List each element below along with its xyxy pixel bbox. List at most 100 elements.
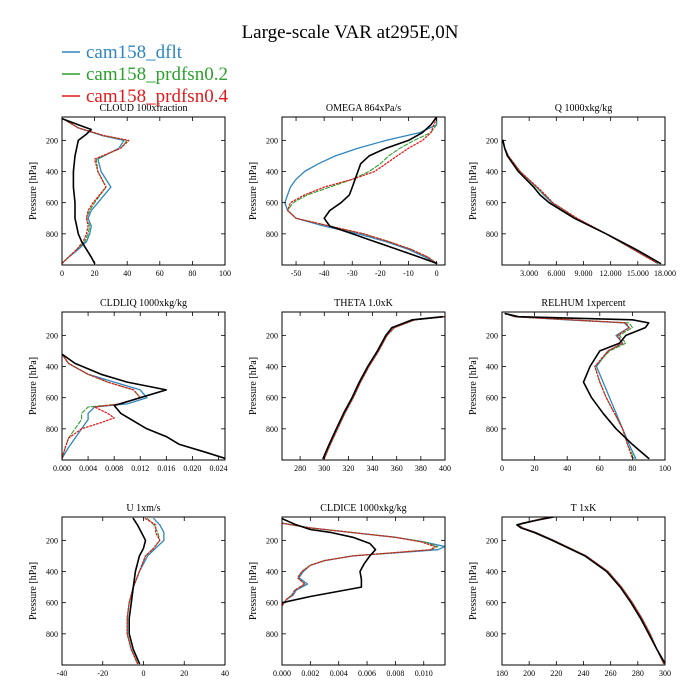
x-tick-label: -10 [403,269,414,278]
panel-2: OMEGA 864xPa/s -50 -40 -30 -20 -10 0 200 400 600 8… [248,103,446,278]
y-tick-label: 200 [266,331,278,340]
panel-title: CLOUD 100xfraction [99,103,187,114]
y-axis-label: Pressure [hPa] [468,357,479,415]
series-group [62,353,225,460]
plot-frame [501,116,666,266]
y-axis-label: Pressure [hPa] [248,562,259,620]
series-line-cam158-dflt [502,139,659,265]
series-line-cam158-dflt [504,312,637,460]
y-tick-label: 800 [486,630,498,639]
y-tick-label: 800 [266,630,278,639]
x-tick-label: 100 [659,464,671,473]
y-tick-label: 400 [46,568,58,577]
x-tick-label: -40 [319,269,330,278]
x-tick-label: 60 [156,269,164,278]
x-tick-label: 0.008 [386,669,404,678]
y-tick-label: 200 [486,331,498,340]
plot-frame [61,516,226,666]
y-tick-label: 200 [266,536,278,545]
y-tick-label: 600 [266,394,278,403]
x-tick-label: 260 [605,669,617,678]
panel-title: OMEGA 864xPa/s [326,103,401,114]
series-group [62,117,130,265]
y-tick-label: 800 [46,630,58,639]
y-axis-label: Pressure [hPa] [248,162,259,220]
x-tick-label: 3.000 [520,269,538,278]
series-line-obs [282,517,377,604]
y-tick-label: 600 [266,199,278,208]
panel-6: RELHUM 1xpercent 0 20 40 60 80 100 200 400 600 800… [468,298,671,473]
y-tick-label: 600 [486,394,498,403]
x-tick-label: 0 [435,269,439,278]
x-tick-label: -50 [291,269,302,278]
y-tick-label: 200 [486,136,498,145]
x-tick-label: 15.000 [627,269,649,278]
series-group [126,517,165,665]
series-line-cam158-prdfsn0-2 [517,517,665,664]
x-tick-label: 0.004 [330,669,348,678]
x-tick-label: -40 [57,669,68,678]
series-line-obs [516,517,665,665]
legend-label-prdfsn04: cam158_prdfsn0.4 [86,86,228,107]
plot-frame [501,311,666,461]
y-tick-label: 400 [486,168,498,177]
x-tick-label: 9.000 [575,269,593,278]
x-tick-label: 6.000 [547,269,565,278]
series-line-cam158-dflt [62,119,125,265]
x-tick-label: 100 [219,269,231,278]
series-group [322,315,445,460]
x-tick-label: 0.004 [79,464,97,473]
y-axis-label: Pressure [hPa] [468,562,479,620]
x-tick-label: 300 [659,669,671,678]
y-tick-label: 800 [46,230,58,239]
series-line-cam158-prdfsn0-4 [504,312,634,460]
y-tick-label: 600 [486,599,498,608]
y-tick-label: 800 [46,425,58,434]
series-line-obs [62,353,225,460]
x-tick-label: 400 [439,464,451,473]
y-tick-label: 400 [266,363,278,372]
panel-title: Q 1000xkg/kg [555,103,613,114]
panel-8: CLDICE 1000xkg/kg 0.000 0.002 0.004 0.006 0.0… [248,503,446,678]
x-tick-label: 20 [91,269,99,278]
panel-title: U 1xm/s [126,503,160,514]
x-tick-label: 0 [142,669,146,678]
x-tick-label: 20 [180,669,188,678]
x-tick-label: 0.008 [105,464,123,473]
panel-title: CLDLIQ 1000xkg/kg [100,298,187,309]
series-line-obs [323,117,438,265]
x-tick-label: 340 [367,464,379,473]
x-tick-label: -20 [97,669,108,678]
panel-4: CLDLIQ 1000xkg/kg 0.000 0.004 0.008 0.012 0.0… [28,298,227,473]
y-tick-label: 600 [46,199,58,208]
x-tick-label: 0 [500,464,504,473]
panel-title: CLDICE 1000xkg/kg [320,503,406,514]
series-line-cam158-prdfsn0-4 [323,316,445,460]
legend: cam158_dflt cam158_prdfsn0.2 cam158_prdf… [62,42,228,107]
series-line-obs [128,517,147,665]
y-tick-label: 600 [46,599,58,608]
series-line-obs [504,312,650,460]
y-axis-label: Pressure [hPa] [28,562,39,620]
series-line-cam158-prdfsn0-4 [286,117,438,265]
legend-label-dflt: cam158_dflt [86,42,183,63]
series-group [502,139,662,265]
y-tick-label: 400 [486,363,498,372]
series-line-cam158-prdfsn0-4 [62,353,141,460]
x-tick-label: 320 [342,464,354,473]
y-axis-label: Pressure [hPa] [248,357,259,415]
x-tick-label: 0.010 [415,669,433,678]
x-tick-label: 240 [578,669,590,678]
y-tick-label: 400 [46,168,58,177]
y-tick-label: 400 [486,568,498,577]
series-group [504,312,650,460]
y-tick-label: 800 [486,425,498,434]
panel-7: U 1xm/s -40 -20 0 20 40 200 400 600 800 Pressure [… [28,503,229,678]
x-tick-label: 300 [318,464,330,473]
y-tick-label: 600 [266,599,278,608]
plot-frame [61,116,226,266]
series-line-cam158-prdfsn0-4 [517,517,665,665]
y-tick-label: 600 [46,394,58,403]
series-line-cam158-dflt [517,517,665,665]
series-group [516,517,665,665]
